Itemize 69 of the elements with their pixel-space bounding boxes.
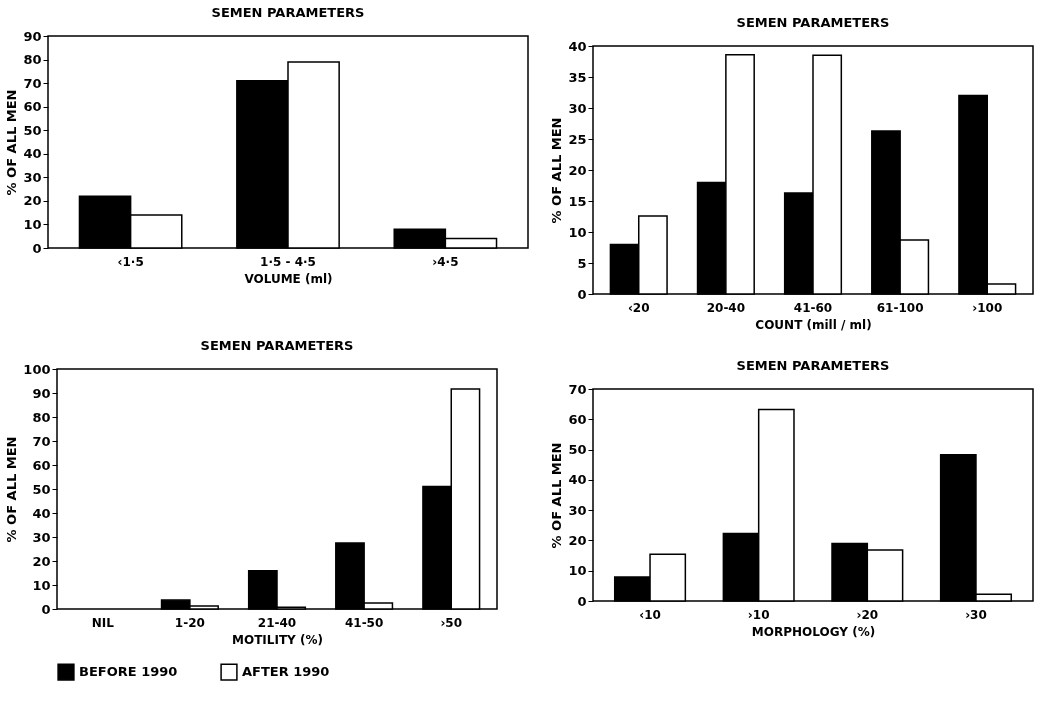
y-tick-label: 80 <box>32 409 51 425</box>
y-axis-title: % OF ALL MEN <box>4 89 20 196</box>
y-tick-label: 50 <box>32 481 51 497</box>
y-tick-label: 70 <box>32 433 51 449</box>
chart-title: SEMEN PARAMETERS <box>200 338 354 353</box>
x-tick-label: ›50 <box>440 615 463 630</box>
x-tick-label: 61-100 <box>876 300 924 315</box>
y-tick-label: 10 <box>32 577 51 593</box>
y-axis-title: % OF ALL MEN <box>549 117 565 224</box>
x-tick-label: 1·5 - 4·5 <box>260 254 316 269</box>
x-tick-label: 41-60 <box>793 300 833 315</box>
y-tick-label: 20 <box>568 162 587 178</box>
x-tick-label: ‹20 <box>627 300 650 315</box>
y-tick-label: 10 <box>23 216 42 232</box>
y-tick-label: 90 <box>32 385 51 401</box>
chart-title: SEMEN PARAMETERS <box>211 5 365 20</box>
y-tick-label: 15 <box>568 193 587 209</box>
y-tick-label: 30 <box>32 529 51 545</box>
y-tick-label: 10 <box>568 563 587 579</box>
x-tick-label: ›30 <box>965 607 987 622</box>
y-tick-label: 40 <box>32 505 51 521</box>
y-axis-title: % OF ALL MEN <box>549 442 565 549</box>
legend-label: AFTER 1990 <box>242 664 330 680</box>
x-axis-title: MOTILITY (%) <box>232 632 323 647</box>
y-tick-label: 100 <box>23 361 51 377</box>
y-tick-label: 0 <box>41 601 51 617</box>
y-axis-title: % OF ALL MEN <box>4 436 20 543</box>
y-tick-label: 70 <box>568 381 587 397</box>
x-tick-label: ›20 <box>856 607 879 622</box>
x-tick-label: NIL <box>91 615 115 630</box>
x-tick-label: 41-50 <box>344 615 384 630</box>
chart-title: SEMEN PARAMETERS <box>736 358 890 373</box>
legend-label: BEFORE 1990 <box>79 664 178 680</box>
x-tick-label: 20-40 <box>706 300 746 315</box>
y-tick-label: 70 <box>23 75 42 91</box>
x-tick-label: ›10 <box>747 607 770 622</box>
x-tick-label: 1-20 <box>174 615 205 630</box>
y-tick-label: 20 <box>23 193 42 209</box>
y-tick-label: 30 <box>568 100 587 116</box>
x-axis-title: VOLUME (ml) <box>244 271 333 286</box>
y-tick-label: 20 <box>568 532 587 548</box>
y-tick-label: 90 <box>23 28 42 44</box>
y-tick-label: 50 <box>23 122 42 138</box>
y-tick-label: 10 <box>568 224 587 240</box>
y-tick-label: 0 <box>32 240 42 256</box>
y-tick-label: 40 <box>23 146 42 162</box>
y-tick-label: 20 <box>32 553 51 569</box>
y-tick-label: 30 <box>568 502 587 518</box>
y-tick-label: 60 <box>23 99 42 115</box>
x-axis-title: MORPHOLOGY (%) <box>751 624 876 639</box>
y-tick-label: 25 <box>568 131 587 147</box>
y-tick-label: 30 <box>23 169 42 185</box>
x-axis-title: COUNT (mill / ml) <box>755 317 872 332</box>
x-tick-label: ›100 <box>972 300 1003 315</box>
y-tick-label: 0 <box>577 593 587 609</box>
y-tick-label: 80 <box>23 52 42 68</box>
y-tick-label: 60 <box>32 457 51 473</box>
chart-title: SEMEN PARAMETERS <box>736 15 890 30</box>
y-tick-label: 40 <box>568 472 587 488</box>
y-tick-label: 35 <box>568 69 587 85</box>
y-tick-label: 50 <box>568 442 587 458</box>
y-tick-label: 40 <box>568 38 587 54</box>
y-tick-label: 0 <box>577 286 587 302</box>
y-tick-label: 5 <box>577 255 587 271</box>
x-tick-label: ›4·5 <box>432 254 459 269</box>
x-tick-label: ‹10 <box>639 607 661 622</box>
y-tick-label: 60 <box>568 411 587 427</box>
x-tick-label: 21-40 <box>257 615 297 630</box>
x-tick-label: ‹1·5 <box>117 254 144 269</box>
